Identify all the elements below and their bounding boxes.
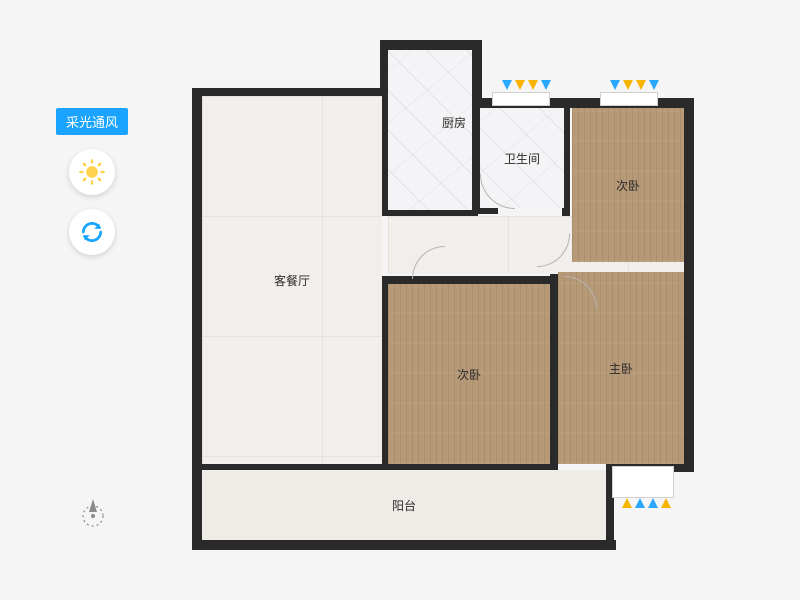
room-label: 次卧 [457,366,481,383]
wall [472,100,480,214]
room-label: 主卧 [609,360,633,377]
sun-icon [78,158,106,186]
arrow-icon [648,498,658,508]
vent-arrows [622,498,671,508]
arrow-icon [515,80,525,90]
refresh-button[interactable] [69,209,115,255]
window [612,466,674,498]
arrow-icon [541,80,551,90]
arrow-icon [502,80,512,90]
wall [192,540,616,550]
room-kitchen: 厨房 [388,50,472,210]
arrow-icon [528,80,538,90]
room-label: 客餐厅 [274,272,310,289]
room-bed-sw: 次卧 [388,284,550,464]
room-label: 卫生间 [504,150,540,167]
wall [380,40,480,50]
wall [472,40,482,106]
wall [550,272,558,468]
canvas: 采光通风 [0,0,800,600]
wall [380,276,556,284]
refresh-icon [79,219,105,245]
arrow-icon [649,80,659,90]
arrow-icon [610,80,620,90]
window [600,92,658,106]
room-living: 客餐厅 [202,96,382,464]
room-balcony: 阳台 [202,470,606,540]
room-label: 阳台 [392,497,416,514]
vent-arrows [610,80,659,90]
window [492,92,550,106]
vent-arrows [502,80,551,90]
arrow-icon [635,498,645,508]
sun-button[interactable] [69,149,115,195]
arrow-icon [623,80,633,90]
arrow-icon [636,80,646,90]
floor-plan: 客餐厅 厨房 卫生间 次卧 次卧 主卧 阳台 [192,40,694,560]
room-label: 次卧 [616,177,640,194]
arrow-icon [622,498,632,508]
sidebar: 采光通风 [56,108,128,255]
arrow-icon [661,498,671,508]
lighting-tag: 采光通风 [56,108,128,135]
wall [192,88,202,548]
compass-icon [76,496,110,530]
wall [684,98,694,472]
room-label: 厨房 [442,114,466,131]
room-bed-nw: 次卧 [572,108,684,262]
